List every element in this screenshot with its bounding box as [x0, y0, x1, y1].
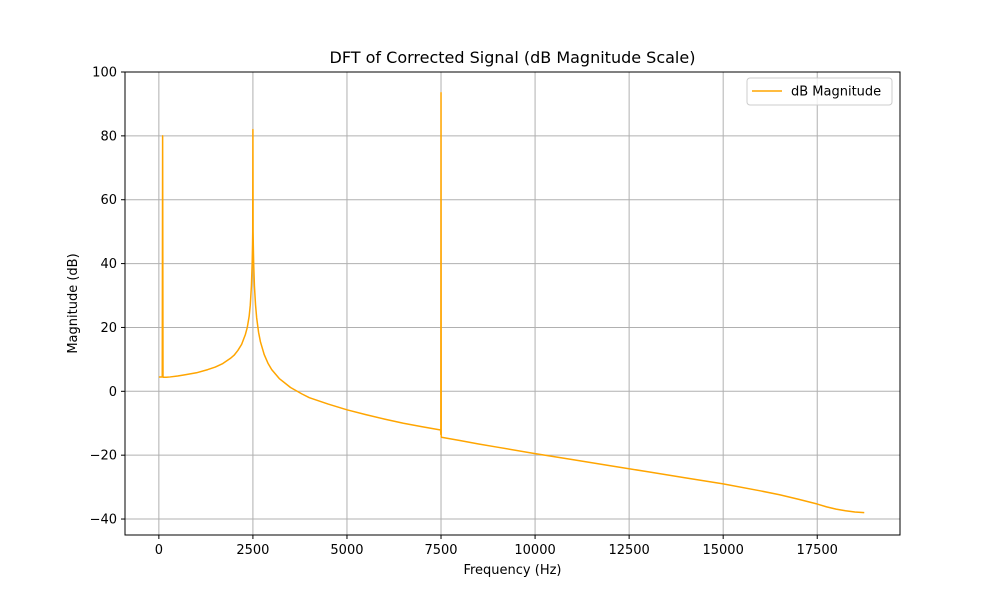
y-tick-label: 0 — [109, 385, 117, 400]
grid — [125, 71, 900, 535]
y-tick-label: 60 — [100, 193, 117, 208]
y-tick-label: −40 — [90, 513, 117, 528]
axis-ticks: 0 2500 5000 7500 10000 12500 15000 17500 −40 −20 0… — [90, 66, 838, 559]
y-tick-label: 40 — [100, 257, 117, 272]
x-tick-label: 10000 — [514, 543, 555, 558]
legend-label: dB Magnitude — [791, 85, 881, 100]
x-tick-label: 17500 — [797, 543, 838, 558]
axes-frame — [124, 71, 901, 536]
x-tick-label: 0 — [155, 543, 163, 558]
y-tick-label: 80 — [100, 129, 117, 144]
x-tick-label: 5000 — [330, 543, 363, 558]
chart-title: DFT of Corrected Signal (dB Magnitude Sc… — [330, 48, 696, 67]
legend: dB Magnitude — [746, 77, 893, 106]
y-tick-label: 20 — [100, 321, 117, 336]
x-tick-label: 15000 — [702, 543, 743, 558]
series-line-0 — [158, 92, 865, 514]
y-tick-label: −20 — [90, 449, 117, 464]
x-tick-label: 2500 — [236, 543, 269, 558]
y-tick-label: 100 — [92, 66, 117, 81]
x-tick-label: 12500 — [608, 543, 649, 558]
legend-box — [746, 77, 893, 106]
x-tick-label: 7500 — [424, 543, 457, 558]
x-axis-label: Frequency (Hz) — [463, 563, 561, 578]
y-axis-label: Magnitude (dB) — [66, 253, 81, 353]
plot-area — [158, 92, 865, 514]
